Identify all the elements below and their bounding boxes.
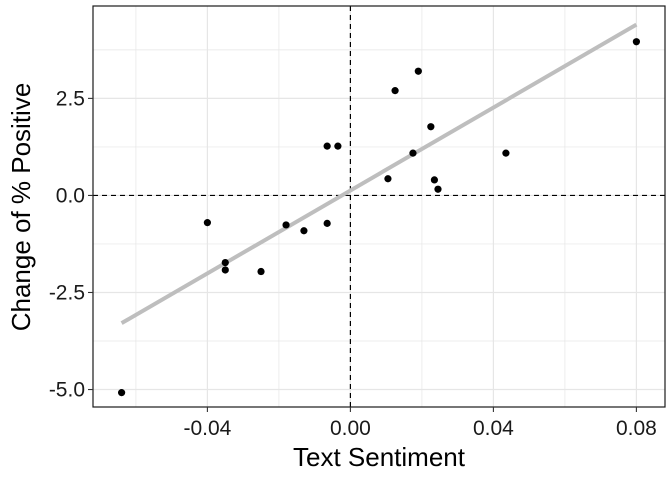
data-point bbox=[282, 221, 290, 229]
data-point bbox=[323, 142, 331, 150]
y-tick-label: -5.0 bbox=[49, 379, 85, 402]
data-point bbox=[203, 219, 211, 227]
data-point bbox=[300, 227, 308, 235]
data-point bbox=[414, 67, 422, 75]
data-point bbox=[391, 87, 399, 95]
data-point bbox=[118, 389, 126, 397]
y-axis-title: Change of % Positive bbox=[6, 83, 36, 332]
data-point bbox=[323, 219, 331, 227]
reference-lines bbox=[93, 6, 665, 407]
data-point bbox=[502, 149, 510, 157]
x-tick-label: 0.08 bbox=[616, 417, 657, 440]
data-point bbox=[430, 176, 439, 184]
data-point bbox=[257, 267, 265, 276]
fit-line-layer bbox=[120, 22, 638, 325]
y-tick-label: 2.5 bbox=[56, 87, 85, 110]
y-ticks: -5.0 -2.5 0.0 2.5 bbox=[49, 87, 93, 402]
x-tick-label: -0.04 bbox=[183, 417, 231, 440]
panel-border bbox=[92, 5, 666, 408]
data-point bbox=[221, 266, 229, 274]
data-point bbox=[384, 175, 392, 183]
x-ticks: -0.04 0.00 0.04 0.08 bbox=[183, 407, 657, 440]
x-axis-title: Text Sentiment bbox=[293, 442, 466, 472]
data-point bbox=[221, 258, 229, 267]
y-tick-label: -2.5 bbox=[49, 281, 85, 304]
x-tick-label: 0.04 bbox=[473, 417, 514, 440]
data-point bbox=[427, 123, 435, 131]
data-point bbox=[632, 38, 641, 46]
y-tick-label: 0.0 bbox=[56, 184, 85, 207]
fit-line bbox=[120, 22, 638, 325]
data-point bbox=[409, 149, 417, 157]
grid bbox=[93, 6, 665, 407]
data-point bbox=[434, 185, 442, 193]
points-layer bbox=[118, 38, 641, 397]
x-tick-label: 0.00 bbox=[330, 417, 371, 440]
data-point bbox=[334, 142, 342, 150]
